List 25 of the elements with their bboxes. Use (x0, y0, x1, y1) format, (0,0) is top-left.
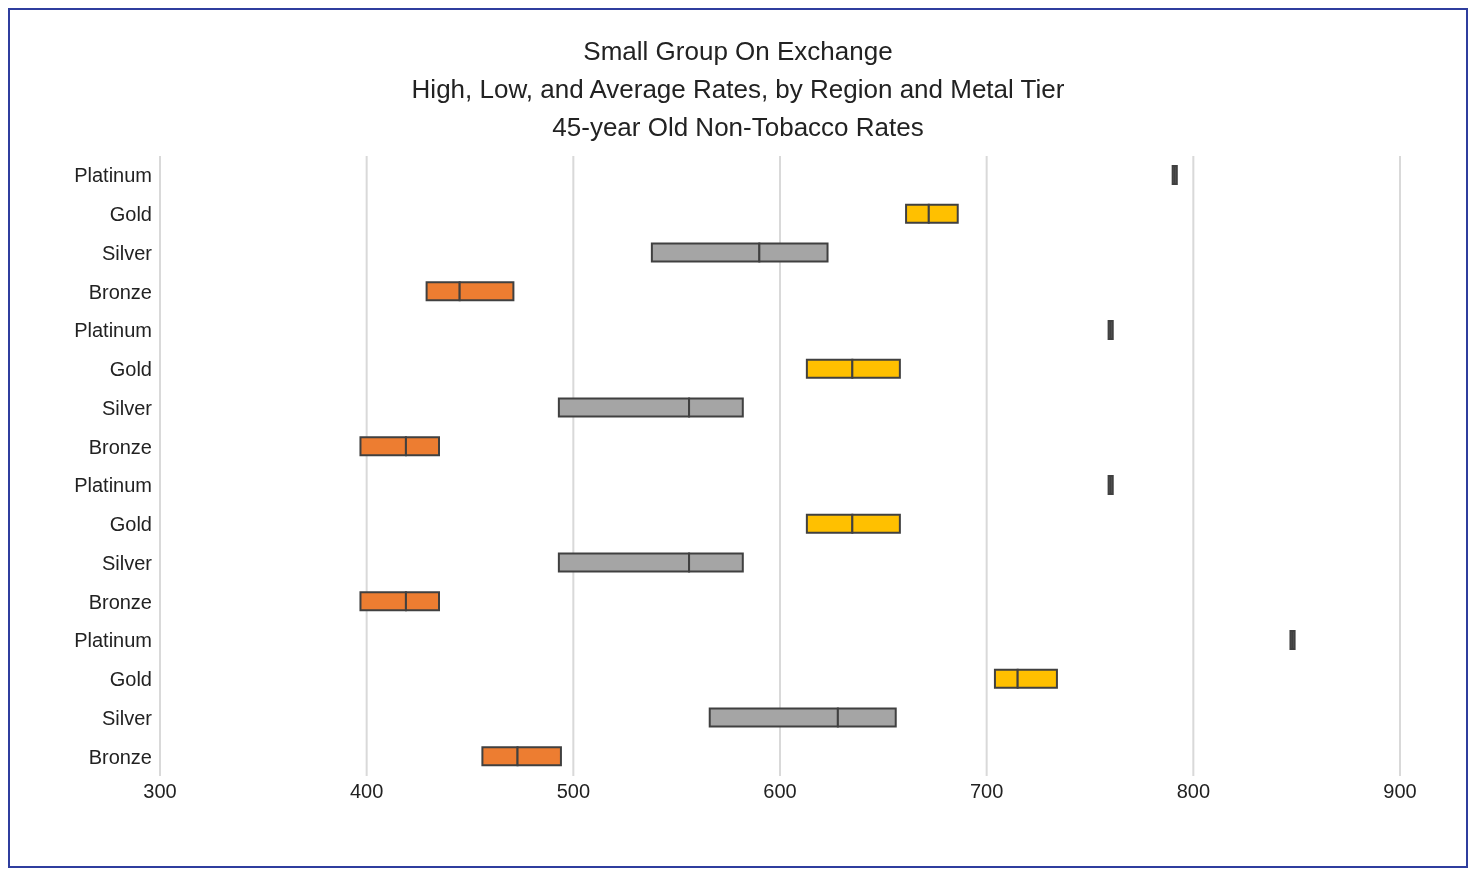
y-tick-label: Platinum (74, 629, 152, 652)
y-tick-label: Gold (109, 513, 152, 536)
y-tick-label: Silver (101, 241, 153, 264)
y-tick-label: Bronze (88, 280, 152, 303)
y-tick-label: Silver (101, 396, 153, 419)
y-tick-label: Bronze (88, 745, 152, 768)
chart-title: Small Group On Exchange (582, 35, 894, 68)
chart-subtitle: High, Low, and Average Rates, by Region and Metal Tier 45-year Old Non-Tobacco Rates (410, 73, 1066, 144)
y-tick-label: Gold (109, 358, 152, 381)
x-tick-label: 500 (556, 780, 591, 803)
x-tick-label: 600 (763, 780, 797, 803)
x-tick-label: 300 (143, 780, 177, 803)
y-tick-label: Gold (109, 668, 152, 691)
y-tick-label: Platinum (74, 474, 152, 497)
y-tick-label: Platinum (74, 164, 152, 187)
y-tick-label: Silver (101, 706, 153, 729)
x-tick-label: 700 (969, 780, 1004, 803)
y-tick-label: Platinum (74, 319, 152, 342)
x-tick-label: 800 (1176, 780, 1211, 803)
y-tick-label: Gold (109, 203, 152, 226)
x-tick-label: 400 (349, 780, 384, 803)
y-tick-label: Bronze (88, 590, 152, 613)
x-tick-label: 900 (1383, 780, 1417, 803)
y-tick-label: Bronze (88, 435, 152, 458)
y-tick-label: Silver (101, 551, 153, 574)
